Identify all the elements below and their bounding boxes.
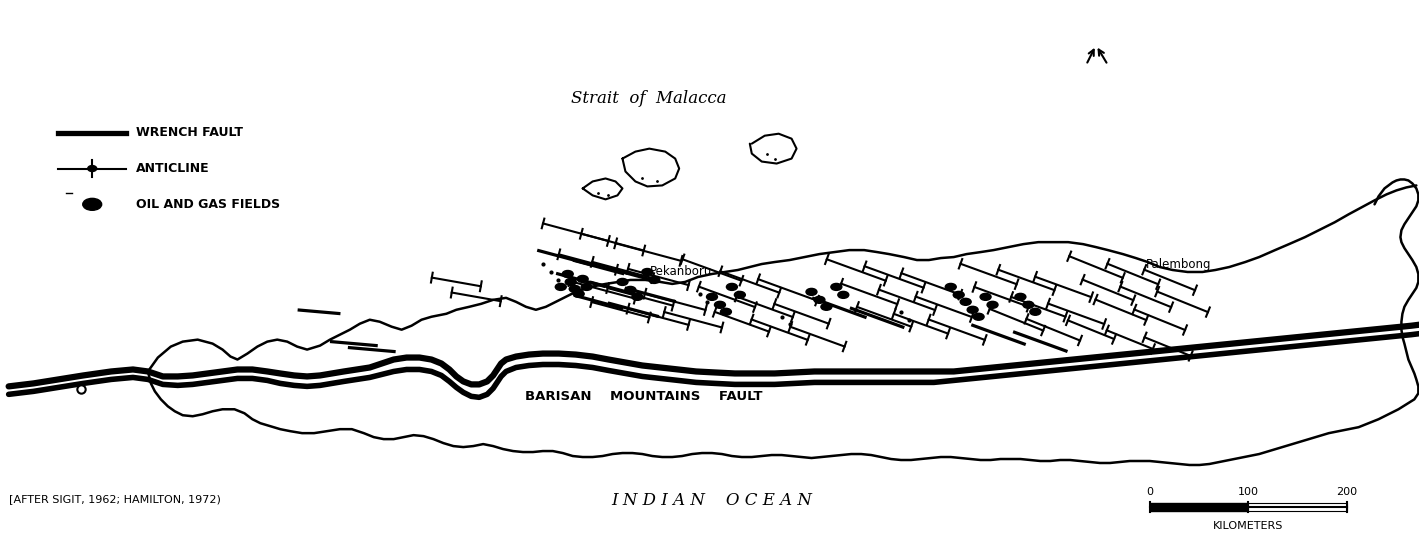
Ellipse shape xyxy=(565,279,576,286)
Text: 100: 100 xyxy=(1238,487,1259,497)
Text: 0: 0 xyxy=(1146,487,1153,497)
Ellipse shape xyxy=(88,166,97,172)
Text: Strait  of  Malacca: Strait of Malacca xyxy=(571,90,726,108)
Ellipse shape xyxy=(1030,308,1040,315)
Text: I N D I A N    O C E A N: I N D I A N O C E A N xyxy=(612,492,813,509)
Ellipse shape xyxy=(578,275,588,282)
Text: 200: 200 xyxy=(1336,487,1358,497)
Ellipse shape xyxy=(838,292,848,299)
Text: ANTICLINE: ANTICLINE xyxy=(137,162,209,175)
Ellipse shape xyxy=(562,271,573,278)
Text: BARISAN    MOUNTAINS    FAULT: BARISAN MOUNTAINS FAULT xyxy=(525,390,763,403)
Text: [AFTER SIGIT, 1962; HAMILTON, 1972): [AFTER SIGIT, 1962; HAMILTON, 1972) xyxy=(9,494,221,504)
Ellipse shape xyxy=(814,296,825,303)
Ellipse shape xyxy=(980,293,990,300)
Ellipse shape xyxy=(973,313,985,320)
Ellipse shape xyxy=(625,286,636,293)
Ellipse shape xyxy=(1023,301,1035,308)
Bar xyxy=(1248,503,1346,511)
Ellipse shape xyxy=(707,293,717,300)
Ellipse shape xyxy=(642,268,653,275)
Text: KILOMETERS: KILOMETERS xyxy=(1212,521,1284,530)
Ellipse shape xyxy=(83,199,101,210)
Ellipse shape xyxy=(714,301,726,308)
Ellipse shape xyxy=(573,291,585,298)
Ellipse shape xyxy=(555,284,566,291)
Ellipse shape xyxy=(953,292,965,299)
Ellipse shape xyxy=(734,292,746,299)
Bar xyxy=(1150,503,1248,511)
Text: OIL AND GAS FIELDS: OIL AND GAS FIELDS xyxy=(137,198,280,211)
Text: WRENCH FAULT: WRENCH FAULT xyxy=(137,126,243,139)
Text: Palembong: Palembong xyxy=(1146,258,1211,271)
Ellipse shape xyxy=(831,284,842,291)
Ellipse shape xyxy=(632,293,643,300)
Ellipse shape xyxy=(968,306,978,313)
Ellipse shape xyxy=(726,284,737,291)
Ellipse shape xyxy=(618,279,628,286)
Ellipse shape xyxy=(821,303,832,310)
Ellipse shape xyxy=(988,301,998,308)
Ellipse shape xyxy=(569,286,581,292)
Ellipse shape xyxy=(649,277,660,284)
Ellipse shape xyxy=(720,308,731,315)
Ellipse shape xyxy=(961,299,970,305)
Ellipse shape xyxy=(581,284,592,291)
Text: Pekanboru: Pekanboru xyxy=(650,265,713,279)
Ellipse shape xyxy=(1015,293,1026,300)
Ellipse shape xyxy=(805,288,817,295)
Ellipse shape xyxy=(945,284,956,291)
